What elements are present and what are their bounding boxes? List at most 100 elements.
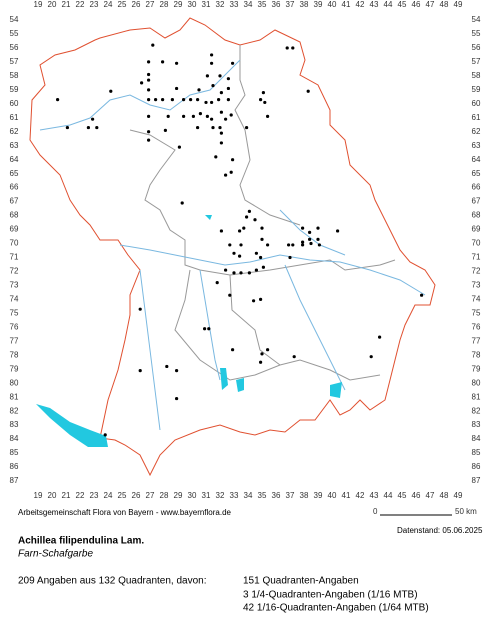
y-grid-label: 86 bbox=[472, 462, 481, 471]
x-grid-label: 19 bbox=[34, 491, 43, 500]
occurrence-dot bbox=[259, 255, 263, 260]
occurrence-dot bbox=[214, 155, 218, 159]
occurrence-dot bbox=[231, 348, 235, 352]
x-grid-label: 43 bbox=[370, 0, 379, 9]
x-grid-label: 33 bbox=[230, 491, 239, 500]
y-grid-label: 81 bbox=[10, 392, 19, 401]
region-border bbox=[234, 45, 301, 226]
occurrence-dot bbox=[147, 60, 151, 64]
occurrence-dot bbox=[292, 355, 296, 359]
y-grid-label: 57 bbox=[10, 57, 19, 66]
region-border bbox=[129, 129, 396, 276]
y-grid-label: 61 bbox=[472, 113, 481, 122]
common-name: Farn-Schafgarbe bbox=[18, 549, 93, 560]
y-grid-label: 77 bbox=[10, 336, 19, 345]
occurrence-dot bbox=[259, 297, 263, 301]
occurrence-dot bbox=[138, 307, 142, 311]
x-grid-label: 44 bbox=[384, 491, 393, 500]
occurrence-dot bbox=[217, 98, 221, 102]
x-grid-label: 28 bbox=[160, 0, 169, 9]
occurrence-dot bbox=[378, 335, 382, 339]
x-grid-label: 46 bbox=[412, 0, 421, 9]
occurrence-dot bbox=[219, 91, 223, 95]
river bbox=[199, 269, 221, 381]
occurrence-dot bbox=[232, 271, 236, 275]
occurrence-dot bbox=[238, 254, 242, 258]
y-grid-label: 54 bbox=[10, 15, 19, 24]
x-grid-label: 22 bbox=[76, 0, 85, 9]
y-grid-label: 82 bbox=[10, 406, 19, 415]
y-grid-label: 83 bbox=[472, 420, 481, 429]
y-grid-label: 66 bbox=[10, 183, 19, 192]
occurrence-dot bbox=[224, 173, 228, 177]
occurrence-dot bbox=[219, 110, 223, 114]
y-grid-label: 71 bbox=[472, 253, 481, 262]
y-grid-label: 60 bbox=[472, 99, 481, 108]
x-grid-label: 32 bbox=[216, 491, 225, 500]
occurrence-dot bbox=[163, 128, 167, 132]
x-grid-label: 49 bbox=[454, 491, 463, 500]
x-grid-label: 26 bbox=[132, 491, 141, 500]
occurrence-dot bbox=[175, 369, 179, 373]
x-grid-label: 41 bbox=[342, 0, 351, 9]
occurrence-dot bbox=[147, 130, 151, 134]
y-grid-label: 63 bbox=[472, 141, 481, 150]
x-grid-label: 24 bbox=[104, 0, 113, 9]
y-grid-label: 74 bbox=[472, 295, 481, 304]
occurrence-dot bbox=[420, 293, 424, 297]
rivers bbox=[39, 59, 426, 431]
y-grid-label: 75 bbox=[472, 308, 481, 317]
occurrence-dot bbox=[204, 100, 208, 105]
occurrence-dot bbox=[301, 226, 305, 230]
species-name: Achillea filipendulina Lam. bbox=[18, 536, 144, 547]
occurrence-dot bbox=[242, 226, 246, 230]
occurrence-dot bbox=[224, 268, 228, 272]
occurrence-dot bbox=[165, 364, 169, 369]
y-grid-label: 67 bbox=[472, 197, 481, 206]
occurrence-dot bbox=[180, 201, 184, 205]
occurrence-dot bbox=[210, 61, 214, 65]
occurrence-dot bbox=[308, 237, 312, 241]
x-grid-label: 42 bbox=[356, 491, 365, 500]
y-grid-label: 57 bbox=[472, 57, 481, 66]
occurrence-dot bbox=[191, 114, 195, 118]
x-grid-label: 27 bbox=[146, 491, 155, 500]
occurrence-dot bbox=[218, 74, 222, 78]
x-grid-label: 20 bbox=[48, 0, 57, 9]
x-grid-label: 46 bbox=[412, 491, 421, 500]
occurrence-dot bbox=[175, 396, 179, 401]
occurrence-dot bbox=[219, 229, 223, 233]
occurrence-dot bbox=[245, 125, 249, 130]
x-grid-label: 23 bbox=[90, 0, 99, 9]
y-grid-label: 61 bbox=[10, 113, 19, 122]
lake bbox=[205, 215, 212, 220]
y-grid-label: 65 bbox=[472, 169, 481, 178]
occurrence-dot bbox=[205, 114, 209, 118]
y-grid-label: 54 bbox=[472, 15, 481, 24]
x-grid-label: 24 bbox=[104, 491, 113, 500]
y-grid-label: 67 bbox=[10, 197, 19, 206]
y-grid-label: 76 bbox=[10, 322, 19, 331]
occurrence-dot bbox=[65, 125, 69, 130]
y-grid-label: 56 bbox=[472, 43, 481, 52]
x-grid-label: 39 bbox=[314, 0, 323, 9]
occurrence-dot bbox=[231, 61, 235, 65]
x-grid-label: 22 bbox=[76, 491, 85, 500]
x-grid-label: 31 bbox=[202, 491, 211, 500]
occurrence-dot bbox=[260, 352, 264, 356]
y-grid-label: 64 bbox=[472, 155, 481, 164]
y-grid-label: 84 bbox=[10, 434, 19, 443]
occurrence-dot bbox=[91, 117, 95, 121]
occurrence-dot bbox=[166, 114, 170, 118]
occurrence-dot bbox=[316, 237, 320, 241]
occurrence-dot bbox=[205, 74, 209, 78]
y-grid-label: 59 bbox=[472, 85, 481, 94]
y-grid-label: 68 bbox=[10, 211, 19, 220]
occurrence-dot bbox=[285, 46, 289, 50]
y-grid-label: 78 bbox=[10, 350, 19, 359]
occurrence-dot bbox=[86, 125, 90, 130]
occurrence-dot bbox=[263, 100, 267, 105]
x-grid-label: 45 bbox=[398, 0, 407, 9]
occurrence-dot bbox=[247, 209, 251, 213]
y-grid-label: 55 bbox=[10, 29, 19, 38]
